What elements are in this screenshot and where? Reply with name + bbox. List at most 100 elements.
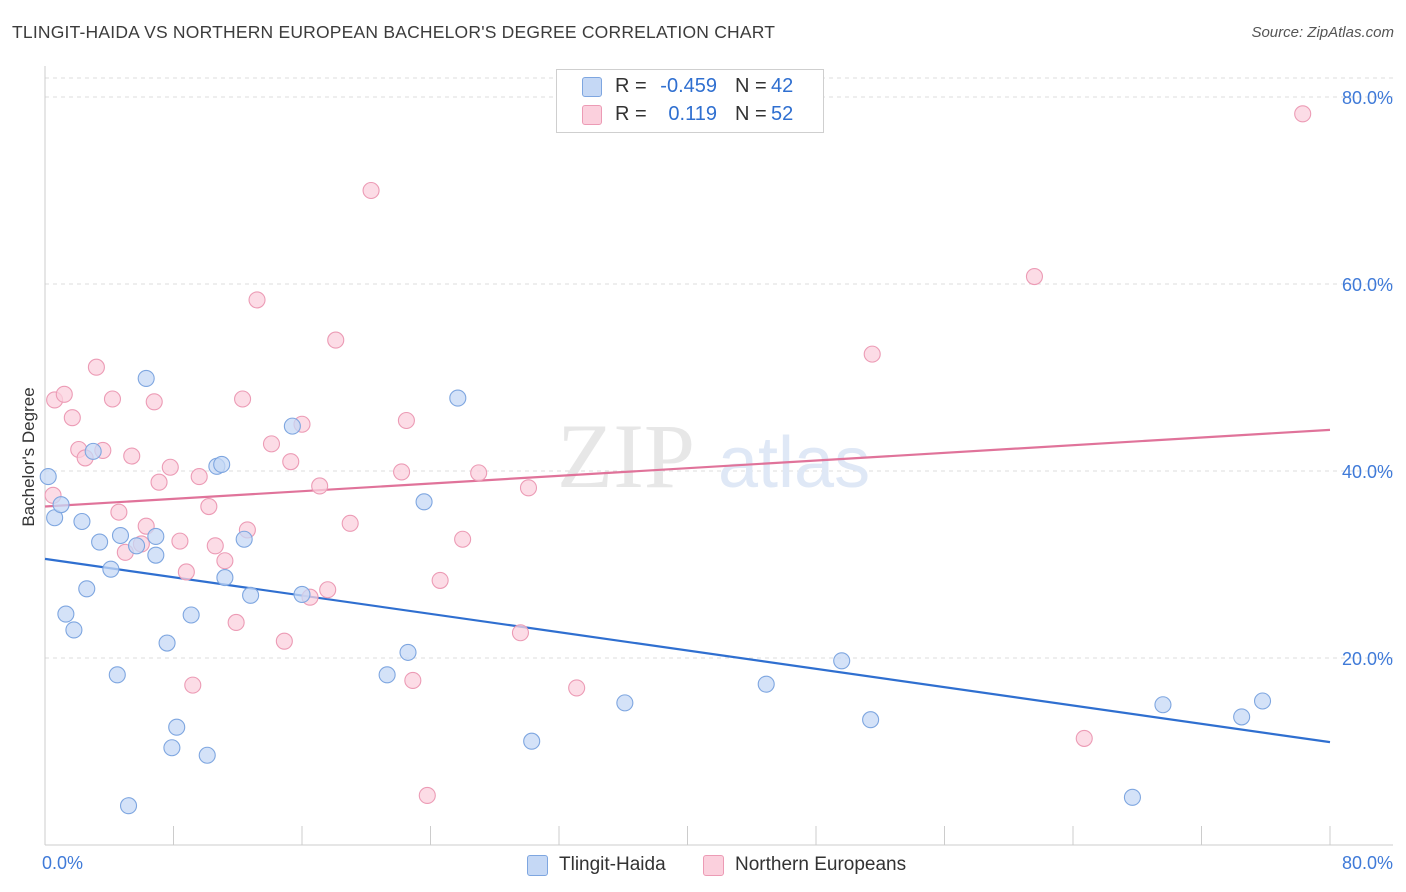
data-point — [511, 624, 530, 642]
data-point — [177, 563, 195, 581]
data-point — [147, 527, 165, 546]
data-point — [73, 512, 91, 531]
data-point — [161, 458, 179, 476]
data-point — [110, 503, 128, 521]
data-point — [1253, 692, 1272, 710]
trend-line — [44, 557, 1331, 744]
data-point — [293, 585, 311, 603]
legend-label: Tlingit-Haida — [559, 854, 666, 875]
y-axis-label: Bachelor's Degree — [19, 387, 38, 526]
series-tlingit-haida — [39, 369, 1272, 815]
source-credit: Source: ZipAtlas.com — [1251, 24, 1394, 41]
data-point — [227, 613, 245, 632]
r-value: 0.119 — [668, 103, 717, 125]
data-point — [213, 455, 231, 474]
data-point — [378, 666, 396, 684]
data-point — [1294, 105, 1312, 123]
data-point — [65, 621, 83, 639]
data-point — [171, 532, 189, 550]
data-point — [616, 694, 634, 712]
data-point — [449, 389, 467, 407]
data-point — [415, 493, 433, 511]
watermark-zip: ZIP — [557, 405, 695, 507]
data-point — [39, 468, 57, 486]
data-point — [1075, 729, 1093, 747]
data-point — [128, 537, 146, 555]
axes — [44, 66, 1393, 846]
n-value: 42 — [771, 75, 794, 97]
n-label: N = — [735, 75, 767, 97]
data-point — [78, 580, 96, 598]
data-point — [418, 786, 436, 804]
data-point — [137, 369, 155, 387]
data-point — [327, 331, 345, 349]
data-point — [262, 435, 281, 453]
data-point — [103, 390, 122, 408]
stats-row-tlingit-haida: R = -0.459 N = 42 — [557, 73, 823, 101]
data-point — [311, 477, 329, 495]
data-point — [362, 181, 380, 200]
data-point — [91, 533, 109, 551]
chart-title: TLINGIT-HAIDA VS NORTHERN EUROPEAN BACHE… — [12, 22, 776, 42]
data-point — [182, 606, 200, 624]
y-tick-label: 80.0% — [1342, 88, 1393, 108]
y-tick-label: 40.0% — [1342, 462, 1393, 482]
watermark-atlas: atlas — [718, 423, 870, 503]
data-point — [568, 679, 586, 697]
trend-line — [44, 428, 1331, 508]
x-tick-label: 80.0% — [1342, 853, 1393, 873]
data-point — [242, 586, 260, 604]
data-point — [198, 746, 216, 764]
legend-swatch-pink — [582, 105, 602, 125]
data-point — [283, 417, 301, 435]
n-label: N = — [735, 103, 767, 125]
r-value: -0.459 — [660, 75, 717, 97]
stats-row-northern-europeans: R = 0.119 N = 52 — [557, 101, 823, 129]
x-tick-label: 0.0% — [42, 853, 83, 873]
data-point — [163, 739, 181, 757]
data-point — [1154, 696, 1172, 714]
data-point — [399, 643, 417, 661]
data-point — [523, 732, 541, 750]
data-point — [123, 447, 141, 465]
data-point — [216, 569, 234, 587]
data-point — [1025, 267, 1043, 286]
data-point — [404, 671, 422, 689]
data-point — [341, 514, 359, 532]
series-northern-europeans — [44, 105, 1312, 804]
data-point — [119, 797, 138, 815]
data-point — [55, 385, 73, 403]
data-point — [145, 393, 163, 411]
data-point — [168, 718, 186, 736]
stats-legend: R = -0.459 N = 42 R = 0.119 N = 52 — [556, 69, 824, 133]
data-point — [84, 442, 102, 460]
data-point — [1123, 788, 1141, 806]
data-point — [52, 496, 70, 514]
data-point — [470, 464, 488, 482]
data-point — [519, 479, 538, 497]
watermark: ZIP atlas — [557, 405, 870, 507]
data-point — [111, 526, 130, 545]
legend-swatch-pink — [703, 855, 724, 876]
legend-swatch-blue — [582, 77, 602, 97]
data-point — [862, 711, 880, 729]
series-legend: Tlingit-Haida Northern Europeans — [0, 850, 1406, 878]
legend-swatch-blue — [527, 855, 548, 876]
data-point — [108, 666, 126, 684]
data-point — [150, 473, 168, 491]
data-point — [57, 605, 75, 623]
data-point — [200, 497, 218, 516]
data-point — [216, 552, 234, 570]
data-point — [235, 530, 253, 548]
data-point — [206, 537, 224, 555]
data-point — [184, 676, 202, 694]
data-point — [275, 632, 293, 650]
data-point — [158, 634, 176, 652]
n-value: 52 — [771, 103, 794, 125]
data-point — [282, 453, 300, 471]
data-point — [454, 530, 472, 548]
data-point — [431, 571, 449, 589]
y-tick-label: 60.0% — [1342, 275, 1393, 295]
data-point — [147, 546, 165, 564]
